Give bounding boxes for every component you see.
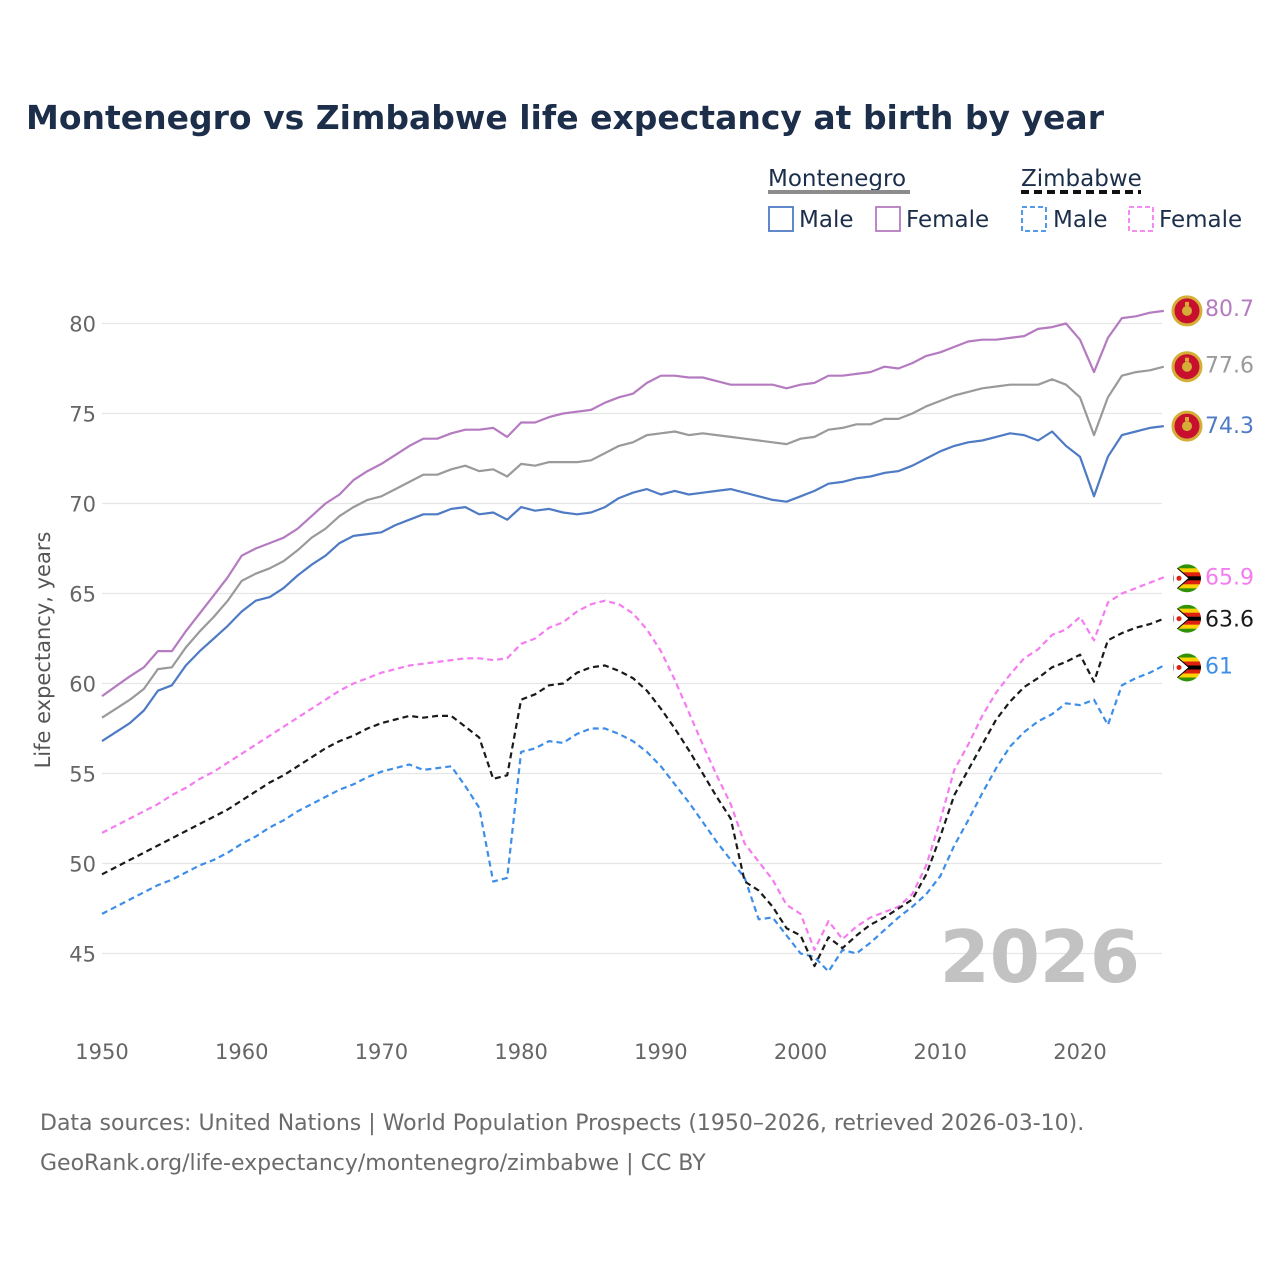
legend-group-zimbabwe: Zimbabwe [1021, 166, 1142, 192]
legend-zimbabwe-male-swatch [1021, 206, 1047, 232]
series-line-montenegro-male [101, 425, 1164, 743]
y-tick-label: 55 [69, 763, 96, 787]
y-tick-label: 75 [69, 403, 96, 427]
y-tick-label: 65 [69, 583, 96, 607]
x-tick-label: 1970 [355, 1040, 408, 1064]
gridlines [102, 322, 1162, 955]
x-tick-label: 2010 [914, 1040, 967, 1064]
series-line-montenegro-female [101, 309, 1164, 697]
zimbabwe-flag-icon [1173, 604, 1201, 633]
x-tick-label: 1960 [215, 1040, 268, 1064]
y-axis-ticks: 45 50 55 60 65 70 75 80 [69, 313, 96, 967]
legend-montenegro-male-swatch [768, 206, 794, 232]
series-endpoints: 74.3 80.7 77.6 61 65.9 63.6 [1171, 295, 1254, 682]
chart-title: Montenegro vs Zimbabwe life expectancy a… [26, 98, 1105, 137]
x-tick-label: 2000 [774, 1040, 827, 1064]
legend-zimbabwe-female-swatch [1128, 206, 1154, 232]
montenegro-flag-icon [1171, 295, 1203, 327]
y-tick-label: 60 [69, 673, 96, 697]
end-label-zimbabwe-male: 61 [1205, 655, 1233, 680]
source-line-1: Data sources: United Nations | World Pop… [40, 1111, 1084, 1136]
end-label-montenegro-total: 77.6 [1205, 354, 1254, 379]
y-tick-label: 50 [69, 853, 96, 877]
legend-montenegro-female-label: Female [906, 207, 989, 233]
legend-montenegro-male-label: Male [799, 207, 853, 233]
series-line-zimbabwe-female [101, 576, 1165, 952]
year-watermark: 2026 [940, 915, 1140, 999]
y-tick-label: 45 [69, 943, 96, 967]
series-line-montenegro-total [101, 365, 1165, 719]
x-tick-label: 2020 [1053, 1040, 1106, 1064]
x-tick-label: 1980 [494, 1040, 547, 1064]
legend-group-montenegro: Montenegro [768, 166, 906, 192]
legend-zimbabwe-female-label: Female [1159, 207, 1242, 233]
montenegro-flag-icon [1171, 351, 1203, 383]
end-label-montenegro-male: 74.3 [1205, 414, 1254, 439]
end-label-montenegro-female: 80.7 [1205, 297, 1254, 322]
legend-montenegro-female-swatch [875, 206, 901, 232]
series-line-zimbabwe-total [101, 617, 1165, 968]
source-line-2: GeoRank.org/life-expectancy/montenegro/z… [40, 1151, 706, 1176]
x-tick-label: 1990 [634, 1040, 687, 1064]
y-tick-label: 80 [69, 313, 96, 337]
y-tick-label: 70 [69, 493, 96, 517]
x-axis-ticks: 1950 1960 1970 1980 1990 2000 2010 2020 [75, 1040, 1106, 1064]
series-line-zimbabwe-male [101, 664, 1165, 973]
montenegro-flag-icon [1171, 410, 1203, 442]
end-label-zimbabwe-total: 63.6 [1205, 608, 1254, 633]
x-tick-label: 1950 [75, 1040, 128, 1064]
zimbabwe-flag-icon [1173, 564, 1201, 593]
legend: Montenegro Male Female Zimbabwe Male Fem… [768, 166, 1242, 233]
y-axis-label: Life expectancy, years [31, 532, 55, 769]
series-layer [101, 309, 1165, 973]
zimbabwe-flag-icon [1173, 653, 1201, 682]
legend-zimbabwe-male-label: Male [1053, 207, 1107, 233]
end-label-zimbabwe-female: 65.9 [1205, 565, 1254, 590]
